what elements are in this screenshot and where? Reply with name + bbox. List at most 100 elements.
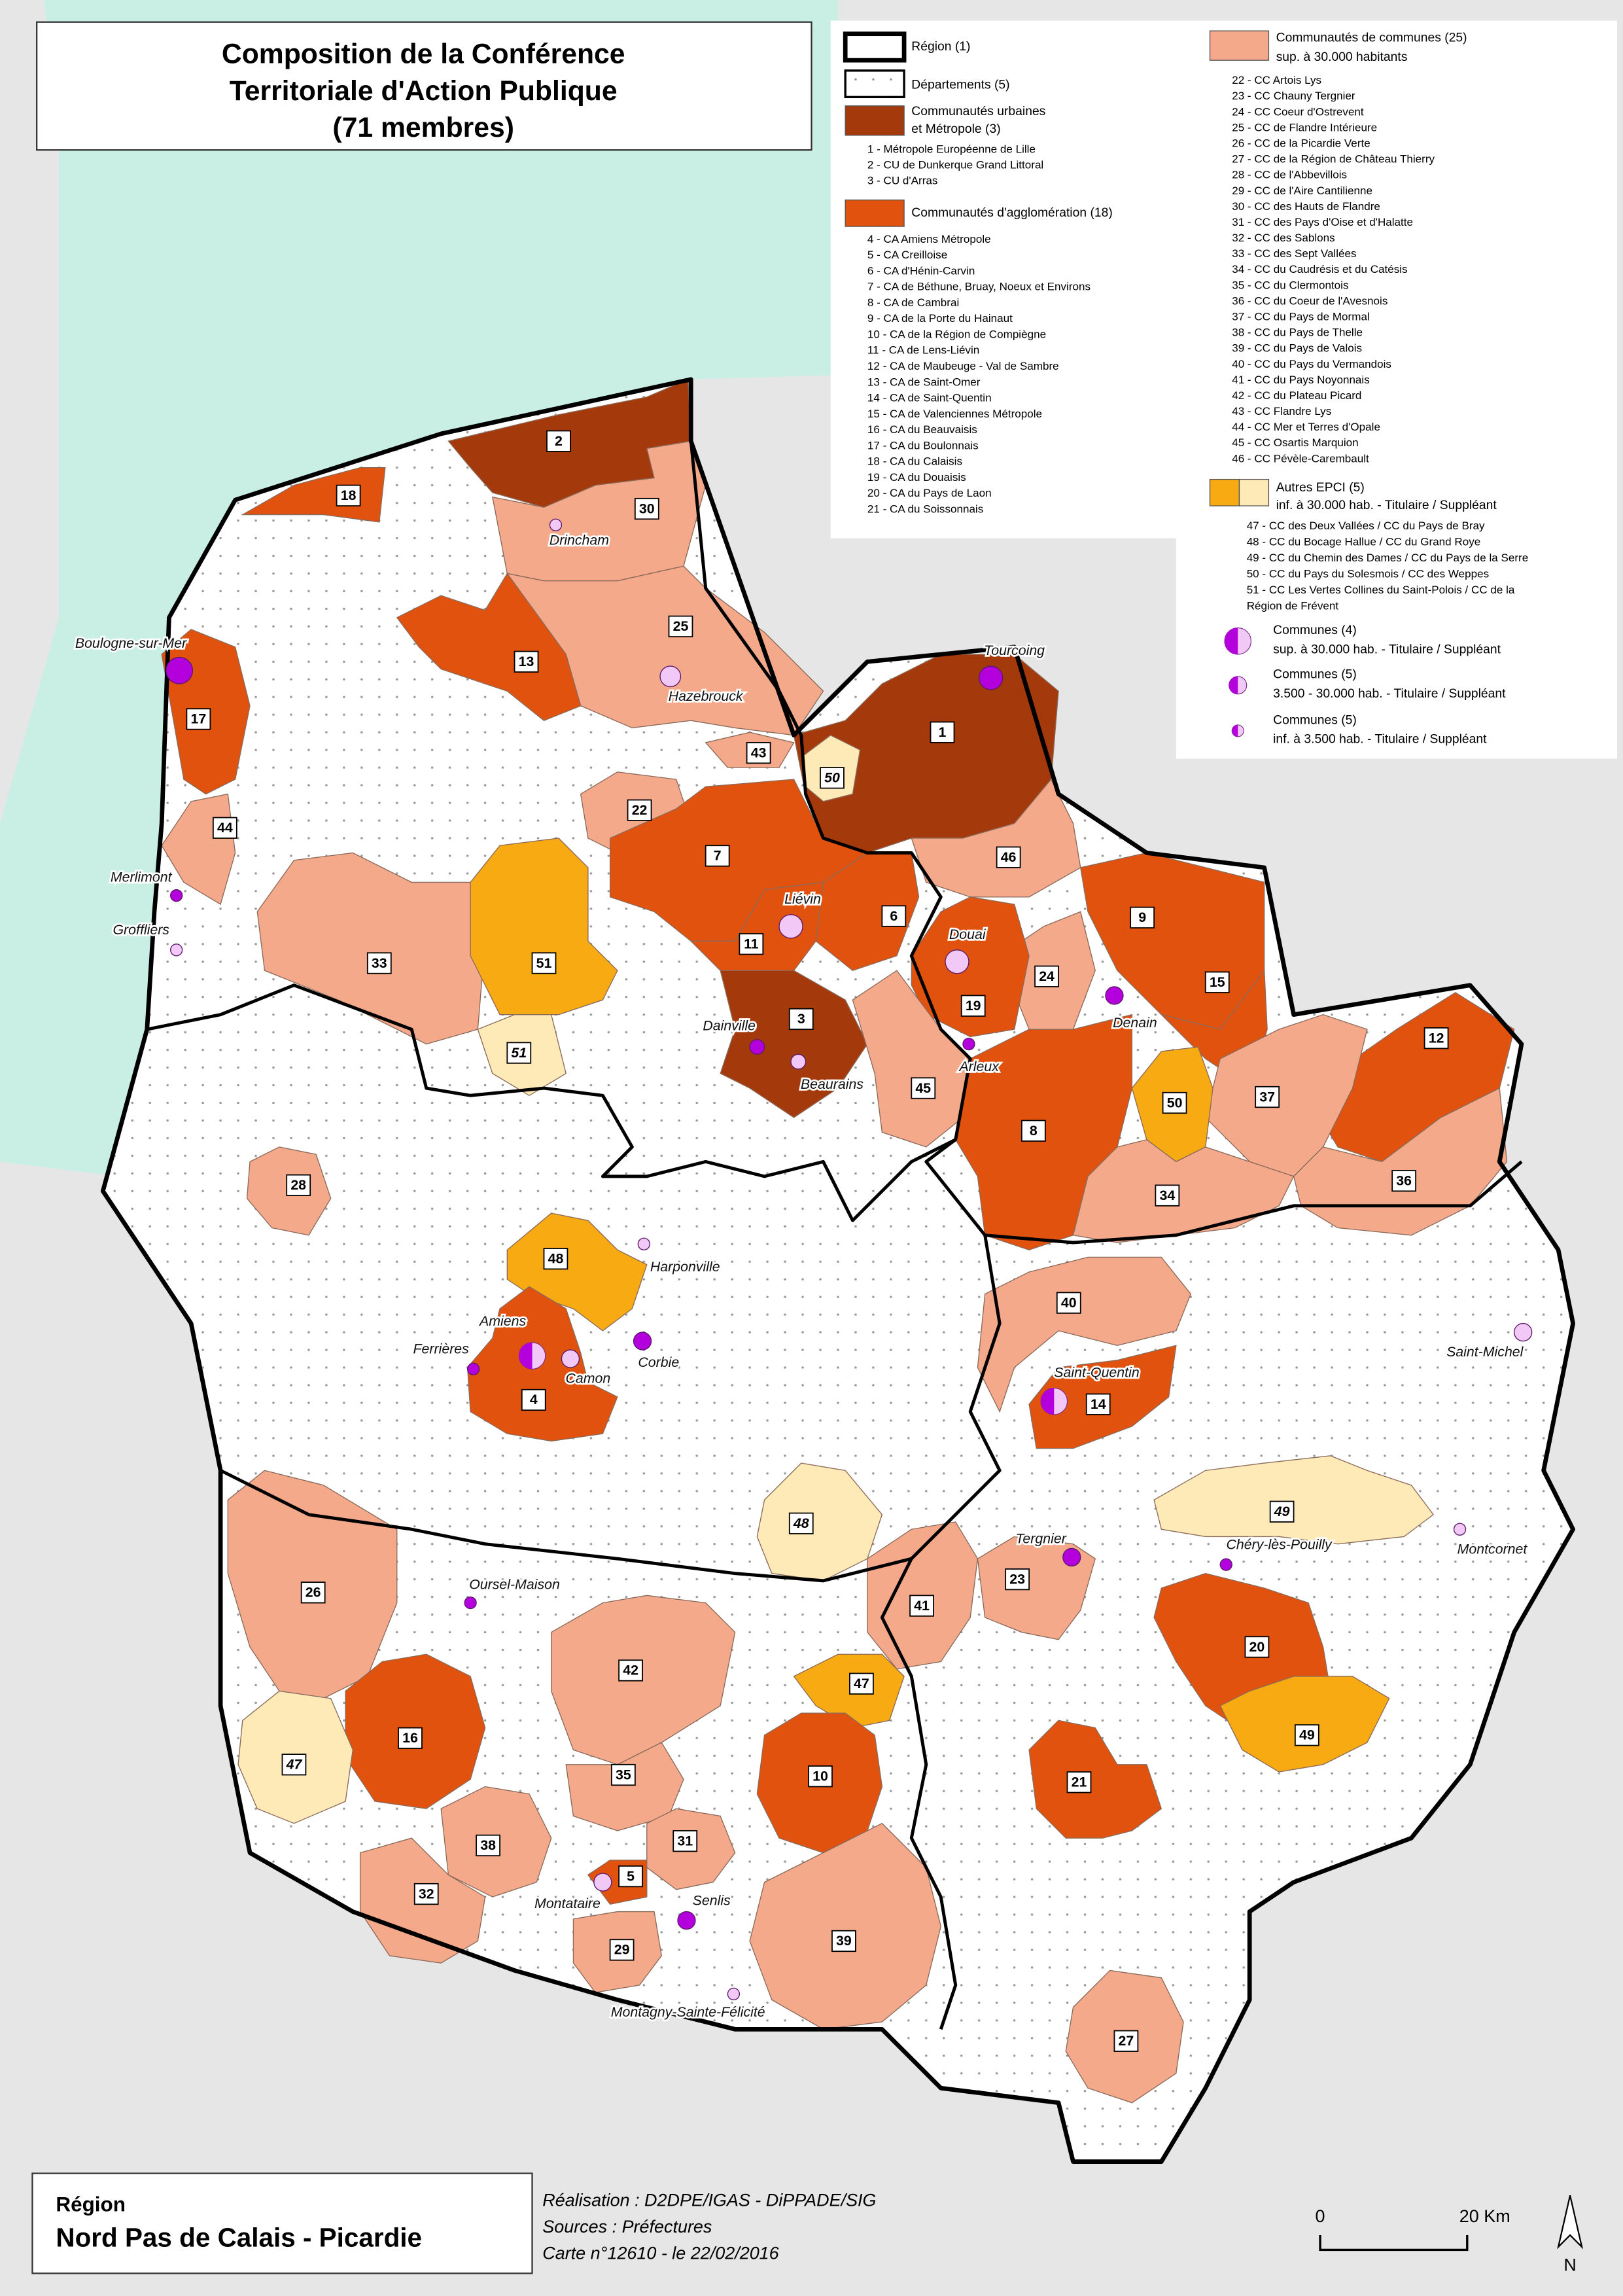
- scale-label: 0: [1316, 2206, 1325, 2226]
- epci-label: 49: [1274, 1504, 1290, 1519]
- epci-label: 35: [616, 1767, 631, 1782]
- legend-symbol: [1229, 676, 1238, 694]
- epci-label-box: [1391, 1169, 1417, 1192]
- epci-label: 28: [290, 1177, 306, 1193]
- commune-symbol: [166, 656, 194, 684]
- epci-area: [720, 970, 868, 1118]
- legend-label: Communautés d'agglomération (18): [911, 206, 1112, 220]
- epci-label: 5: [627, 1868, 635, 1884]
- epci-label-box: [996, 846, 1021, 868]
- legend-item: 12 - CA de Maubeuge - Val de Sambre: [867, 360, 1059, 372]
- epci-label: 41: [914, 1598, 930, 1614]
- legend-swatch: [845, 199, 905, 227]
- epci-area: [749, 1822, 941, 2030]
- commune-label: Ferrières: [413, 1341, 470, 1357]
- epci-label: 36: [1396, 1173, 1412, 1188]
- epci-label: 51: [511, 1045, 527, 1061]
- legend-item: 23 - CC Chauny Tergnier: [1232, 90, 1355, 102]
- epci-label: 20: [1249, 1639, 1265, 1655]
- epci-label: 31: [677, 1833, 693, 1848]
- epci-label-box: [1113, 2030, 1139, 2052]
- scale-bar: [1319, 2234, 1469, 2252]
- epci-area: [1028, 1720, 1162, 1839]
- epci-label-box: [521, 1388, 546, 1411]
- epci-label: 45: [915, 1080, 931, 1096]
- legend-swatch: [845, 105, 905, 136]
- epci-label: 43: [751, 745, 767, 760]
- commune-symbol: [790, 1053, 807, 1070]
- epci-label: 48: [793, 1515, 809, 1531]
- epci-label-box: [506, 1042, 532, 1064]
- epci-label: 10: [812, 1769, 828, 1784]
- footer-region-label: Région: [56, 2193, 126, 2216]
- epci-label-box: [1155, 1184, 1180, 1207]
- department-border: [219, 1469, 912, 1583]
- department-border: [880, 1558, 958, 2030]
- credit-line: Réalisation : D2DPE/IGAS - DiPPADE/SIG: [542, 2190, 876, 2210]
- legend-label: 3.500 - 30.000 hab. - Titulaire / Supplé…: [1273, 687, 1506, 701]
- legend-item: 38 - CC du Pays de Thelle: [1232, 327, 1363, 339]
- epci-label-box: [1162, 1091, 1187, 1114]
- north-label: N: [1563, 2255, 1576, 2274]
- epci-label: 33: [372, 955, 387, 971]
- epci-label-box: [831, 1930, 856, 1952]
- legend-item: 41 - CC du Pays Noyonnais: [1232, 374, 1370, 386]
- commune-label: Chéry-lès-Pouilly: [1227, 1537, 1333, 1553]
- epci-label: 4: [530, 1392, 538, 1407]
- legend-label: Communes (4): [1273, 624, 1357, 637]
- epci-label-box: [543, 1248, 568, 1270]
- commune-label: Dainville: [703, 1017, 756, 1033]
- legend-item: 50 - CC du Pays du Solesmois / CC des We…: [1247, 568, 1489, 580]
- commune-symbol: [170, 944, 183, 957]
- commune-label: Senlis: [693, 1892, 731, 1908]
- title-box: [36, 21, 812, 151]
- epci-label: 49: [1299, 1727, 1315, 1743]
- commune-label: Arleux: [958, 1059, 1000, 1074]
- legend-item: 3 - CU d'Arras: [867, 174, 938, 186]
- department-border: [985, 1160, 1523, 1245]
- epci-label: 51: [536, 955, 552, 971]
- commune-label: Harponville: [650, 1259, 720, 1275]
- epci-label: 26: [305, 1585, 321, 1600]
- epci-area: [1153, 1455, 1435, 1545]
- epci-label: 50: [1167, 1095, 1183, 1110]
- legend-label: Communes (5): [1273, 668, 1357, 682]
- epci-label: 22: [632, 802, 648, 818]
- epci-label-box: [336, 484, 361, 506]
- legend-swatch: [844, 69, 905, 99]
- commune-label: Oursel-Maison: [469, 1576, 560, 1592]
- epci-label: 46: [1001, 849, 1017, 865]
- legend-item: Région de Frévent: [1247, 600, 1339, 612]
- legend-item: 8 - CA de Cambrai: [867, 296, 959, 309]
- department-border: [689, 440, 986, 1237]
- legend-item: 22 - CC Artois Lys: [1232, 74, 1321, 86]
- epci-label-box: [1423, 1027, 1449, 1050]
- epci-area: [241, 467, 386, 523]
- legend-item: 29 - CC de l'Aire Cantilienne: [1232, 185, 1372, 197]
- epci-label-box: [1204, 971, 1230, 993]
- commune-symbol: [593, 1873, 612, 1892]
- legend-item: 15 - CA de Valenciennes Métropole: [867, 408, 1042, 420]
- commune-label: Saint-Quentin: [1054, 1365, 1139, 1381]
- commune-symbol: [633, 1332, 652, 1351]
- epci-label-box: [627, 799, 652, 821]
- legend-item: 1 - Métropole Européenne de Lille: [867, 143, 1036, 156]
- epci-label-box: [1255, 1086, 1280, 1108]
- epci-label-box: [281, 1754, 307, 1776]
- commune-symbol: [464, 1596, 477, 1610]
- epci-label: 47: [286, 1757, 303, 1773]
- communes-layer: Drincham Boulogne-sur-Mer Tourcoing Hazebro…: [73, 518, 1533, 2022]
- epci-label-box: [705, 845, 730, 867]
- legend-item: 24 - CC Coeur d'Ostrevent: [1232, 105, 1364, 118]
- epci-label: 7: [714, 848, 722, 864]
- epci-area: [911, 778, 1081, 898]
- commune-label: Saint-Michel: [1446, 1344, 1524, 1360]
- epci-label: 44: [217, 820, 233, 836]
- legend-item: 7 - CA de Béthune, Bruay, Noeux et Envir…: [867, 281, 1091, 293]
- commune-symbol: [1041, 1388, 1055, 1415]
- commune-label: Denain: [1113, 1015, 1157, 1031]
- department-border: [147, 983, 956, 1222]
- epci-area: [1219, 1676, 1390, 1773]
- epci-label-box: [1056, 1292, 1081, 1314]
